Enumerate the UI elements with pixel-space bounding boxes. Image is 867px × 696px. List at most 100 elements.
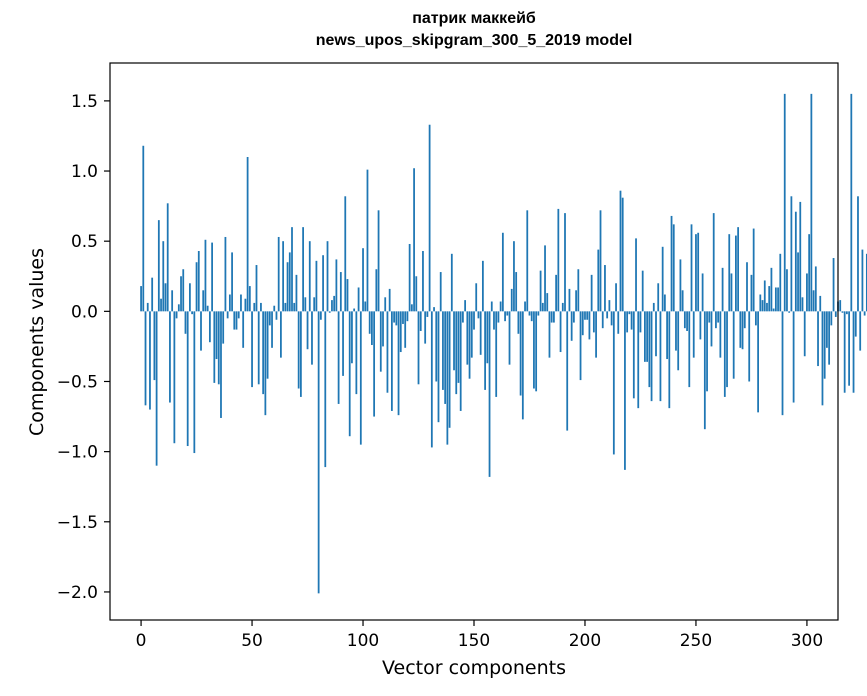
y-tick-label: 1.5 bbox=[71, 92, 98, 112]
bar bbox=[388, 288, 391, 312]
bar bbox=[564, 213, 566, 312]
bar bbox=[375, 269, 378, 312]
bar bbox=[410, 304, 413, 312]
bar bbox=[757, 311, 759, 413]
bar bbox=[730, 273, 733, 312]
bar bbox=[683, 311, 686, 329]
bar bbox=[373, 311, 376, 417]
bar bbox=[655, 311, 657, 357]
bar bbox=[189, 283, 191, 312]
bar bbox=[335, 259, 338, 312]
bar bbox=[792, 311, 795, 403]
bar bbox=[710, 311, 713, 347]
bar bbox=[206, 305, 209, 312]
bar bbox=[504, 311, 506, 322]
bar bbox=[220, 311, 222, 418]
bar bbox=[832, 258, 835, 312]
bar bbox=[555, 274, 558, 312]
bar bbox=[204, 239, 207, 312]
bar bbox=[530, 311, 533, 322]
bar bbox=[313, 297, 316, 312]
bar bbox=[533, 311, 535, 389]
bar bbox=[379, 311, 382, 372]
bar bbox=[393, 311, 395, 323]
bar bbox=[850, 93, 853, 312]
bar bbox=[260, 302, 262, 312]
bar bbox=[719, 311, 722, 358]
bar bbox=[497, 311, 500, 323]
bar bbox=[794, 211, 797, 312]
bar bbox=[442, 311, 444, 390]
bar bbox=[180, 276, 182, 312]
bar bbox=[271, 311, 273, 348]
bar bbox=[550, 311, 553, 323]
y-tick-label: −1.0 bbox=[57, 443, 98, 463]
bar bbox=[231, 252, 233, 312]
bar bbox=[739, 311, 742, 348]
bar bbox=[251, 311, 253, 388]
bar bbox=[566, 311, 569, 431]
bar bbox=[763, 280, 766, 312]
bar bbox=[797, 252, 799, 312]
bar bbox=[490, 301, 493, 312]
bar bbox=[328, 311, 331, 313]
bar bbox=[854, 311, 857, 337]
bar bbox=[635, 238, 637, 312]
bar bbox=[597, 249, 600, 312]
bar bbox=[499, 301, 502, 312]
bar bbox=[663, 294, 666, 312]
axes-frame bbox=[109, 62, 839, 621]
bar bbox=[253, 302, 256, 312]
bar bbox=[519, 311, 522, 396]
bar bbox=[402, 311, 404, 324]
bar bbox=[721, 267, 724, 312]
bar bbox=[184, 311, 187, 334]
bar bbox=[544, 245, 546, 312]
bar bbox=[399, 311, 402, 353]
bar bbox=[848, 311, 850, 386]
bar bbox=[246, 157, 249, 312]
bar bbox=[666, 311, 668, 360]
bar bbox=[539, 270, 542, 312]
bar bbox=[428, 124, 431, 312]
bar bbox=[515, 272, 518, 312]
bar bbox=[280, 311, 282, 358]
y-axis-label: Components values bbox=[26, 247, 48, 437]
bar bbox=[395, 311, 398, 326]
bar bbox=[834, 311, 837, 317]
bar bbox=[344, 196, 347, 312]
bar bbox=[275, 311, 278, 320]
bar bbox=[424, 311, 427, 344]
bar bbox=[217, 311, 220, 385]
bar bbox=[668, 311, 671, 409]
bar bbox=[255, 265, 258, 312]
bar bbox=[355, 311, 358, 395]
bar bbox=[302, 227, 304, 312]
bar bbox=[648, 311, 651, 388]
bar bbox=[579, 311, 582, 381]
bar bbox=[464, 300, 467, 312]
bar bbox=[806, 273, 808, 312]
bar bbox=[650, 311, 653, 402]
bar bbox=[697, 232, 700, 312]
bar bbox=[786, 269, 788, 312]
bar bbox=[268, 311, 271, 326]
bar bbox=[670, 215, 673, 312]
bar bbox=[437, 311, 440, 423]
bar bbox=[186, 311, 189, 447]
bar bbox=[324, 311, 327, 468]
bar bbox=[746, 262, 748, 312]
bar bbox=[692, 311, 695, 358]
bar bbox=[857, 196, 859, 312]
bar bbox=[528, 311, 531, 316]
bar bbox=[708, 311, 711, 323]
bar bbox=[233, 311, 236, 330]
bar bbox=[615, 283, 617, 312]
bar bbox=[171, 290, 174, 312]
bar bbox=[326, 241, 329, 312]
bar bbox=[703, 311, 706, 430]
bar bbox=[859, 311, 862, 351]
bar bbox=[362, 248, 364, 312]
bar bbox=[333, 295, 336, 312]
